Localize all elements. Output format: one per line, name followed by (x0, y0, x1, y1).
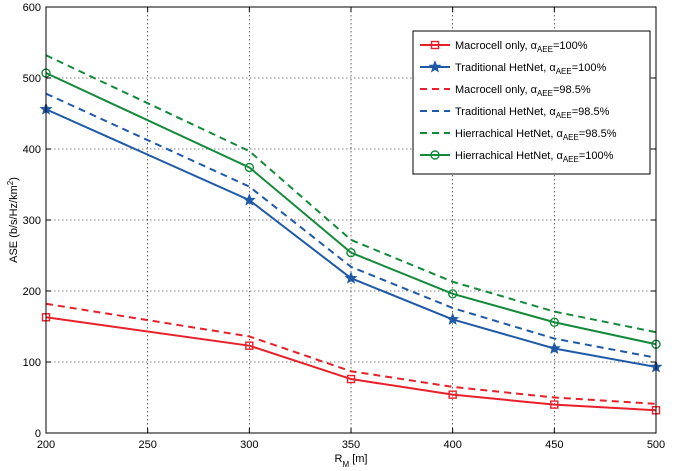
point-hier100-350 (346, 247, 356, 258)
series-hier985 (45, 54, 657, 334)
point-macro100-450 (550, 400, 559, 409)
point-trad100-450 (547, 341, 561, 355)
legend-marker-hier100 (430, 150, 440, 160)
point-trad100-400 (446, 312, 460, 325)
series-line-macro100 (45, 316, 657, 412)
legend-entry-macro100: Macrocell only, αAEE=100% (420, 40, 588, 54)
x-axis-title: RM [m] (335, 453, 368, 469)
x-tick-label-250: 250 (138, 439, 156, 451)
y-tick-label-0: 0 (35, 428, 41, 440)
legend-entry-hier100: Hierrachical HetNet, αAEE=100% (420, 150, 614, 164)
x-tick-label-450: 450 (545, 439, 563, 451)
y-tick-label-400: 400 (23, 144, 41, 156)
series-line-hier100 (45, 72, 657, 346)
legend-marker-trad100 (428, 60, 442, 73)
x-tick-label-350: 350 (342, 439, 360, 451)
point-hier100-450 (549, 317, 560, 327)
legend: Macrocell only, αAEE=100% Traditional Het… (412, 30, 651, 175)
legend-label-macro985: Macrocell only, αAEE=98.5% (455, 84, 591, 98)
series-line-trad100 (45, 108, 657, 368)
legend-label-macro100: Macrocell only, αAEE=100% (455, 40, 588, 54)
series-macro985 (45, 302, 657, 405)
legend-label-hier985: Hierrachical HetNet, αAEE=98.5% (455, 128, 617, 142)
legend-entry-trad985: Traditional HetNet, αAEE=98.5% (420, 106, 610, 120)
legend-entry-macro985: Macrocell only, αAEE=98.5% (420, 84, 591, 98)
series-layer (39, 54, 663, 415)
point-macro100-350 (346, 374, 356, 384)
series-line-trad985 (45, 92, 657, 359)
y-axis-title: ASE (b/s/Hz/km2) (6, 177, 21, 263)
legend-entry-trad100: Traditional HetNet, αAEE=100% (420, 60, 607, 76)
point-macro100-300 (245, 341, 254, 350)
y-tick-label-200: 200 (23, 286, 41, 298)
y-tick-label-600: 600 (23, 2, 41, 14)
y-tick-label-300: 300 (23, 215, 41, 227)
point-trad100-350 (344, 271, 358, 284)
legend-marker-macro100 (430, 40, 440, 50)
legend-label-trad985: Traditional HetNet, αAEE=98.5% (455, 106, 610, 120)
point-hier100-400 (447, 289, 458, 299)
x-tick-label-500: 500 (647, 439, 665, 451)
point-macro100-400 (448, 390, 457, 399)
x-tick-label-300: 300 (240, 439, 258, 451)
x-tick-label-200: 200 (37, 439, 55, 451)
grid-lines (46, 7, 656, 433)
series-trad985 (45, 92, 657, 359)
y-tick-label-100: 100 (23, 357, 41, 369)
y-tick-label-500: 500 (23, 73, 41, 85)
x-tick-label-400: 400 (443, 439, 461, 451)
legend-box (412, 30, 651, 175)
axis-ticks: 200 250 300 350 400 450 500 0 100 200 300 400 500 600 (23, 2, 666, 451)
point-trad100-300 (242, 193, 256, 206)
series-line-macro985 (45, 302, 657, 405)
legend-label-trad100: Traditional HetNet, αAEE=100% (455, 62, 607, 76)
legend-label-hier100: Hierrachical HetNet, αAEE=100% (455, 150, 614, 164)
legend-entry-hier985: Hierrachical HetNet, αAEE=98.5% (420, 128, 617, 142)
series-line-hier985 (45, 54, 657, 334)
point-hier100-300 (244, 162, 255, 173)
